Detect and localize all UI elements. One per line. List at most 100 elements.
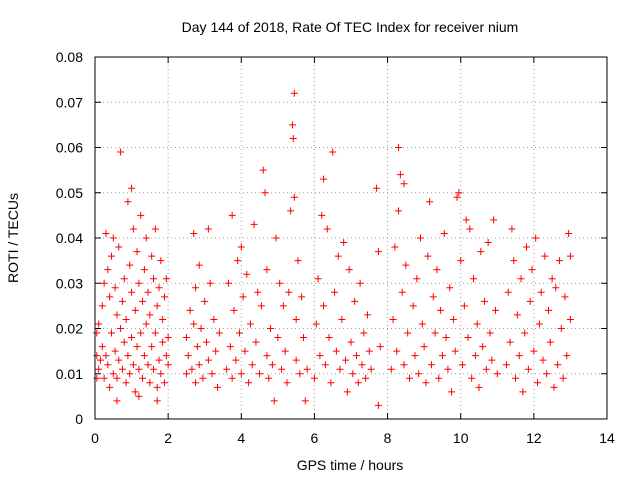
data-point bbox=[365, 347, 373, 355]
data-point bbox=[468, 374, 476, 382]
data-point bbox=[561, 293, 569, 301]
data-point bbox=[246, 320, 254, 328]
data-point bbox=[462, 216, 470, 224]
data-point bbox=[131, 306, 139, 314]
data-point bbox=[115, 243, 123, 251]
data-point bbox=[519, 388, 527, 396]
data-point bbox=[415, 370, 423, 378]
data-point bbox=[563, 352, 571, 360]
data-points bbox=[93, 89, 574, 409]
data-point bbox=[285, 288, 293, 296]
data-point bbox=[148, 252, 156, 260]
data-point bbox=[164, 334, 172, 342]
y-tick-label: 0.07 bbox=[56, 94, 83, 110]
data-point bbox=[539, 356, 547, 364]
data-point bbox=[418, 320, 426, 328]
data-point bbox=[131, 388, 139, 396]
data-point bbox=[118, 365, 126, 373]
data-point bbox=[453, 193, 461, 201]
data-point bbox=[96, 356, 104, 364]
data-point bbox=[480, 297, 488, 305]
data-point bbox=[349, 370, 357, 378]
data-point bbox=[192, 284, 200, 292]
data-point bbox=[342, 356, 350, 364]
data-point bbox=[98, 343, 106, 351]
data-point bbox=[426, 198, 434, 206]
data-point bbox=[290, 193, 298, 201]
data-point bbox=[95, 365, 103, 373]
data-point bbox=[104, 266, 112, 274]
data-point bbox=[263, 266, 271, 274]
data-point bbox=[248, 361, 256, 369]
data-point bbox=[449, 315, 457, 323]
data-point bbox=[122, 379, 130, 387]
data-point bbox=[117, 148, 125, 156]
data-point bbox=[374, 401, 382, 409]
data-point bbox=[120, 275, 128, 283]
data-point bbox=[109, 234, 117, 242]
data-point bbox=[162, 352, 170, 360]
y-axis-label: ROTI / TECUs bbox=[5, 193, 21, 283]
data-point bbox=[299, 334, 307, 342]
data-point bbox=[139, 374, 147, 382]
data-point bbox=[559, 374, 567, 382]
data-point bbox=[331, 288, 339, 296]
data-point bbox=[557, 325, 565, 332]
data-point bbox=[155, 284, 163, 292]
data-point bbox=[459, 361, 467, 369]
data-point bbox=[325, 334, 333, 342]
data-point bbox=[296, 370, 304, 378]
data-point bbox=[358, 361, 366, 369]
y-tick-label: 0 bbox=[75, 411, 83, 427]
y-tick-label: 0.06 bbox=[56, 140, 83, 156]
data-point bbox=[320, 175, 328, 183]
data-point bbox=[265, 374, 273, 382]
data-point bbox=[314, 275, 322, 283]
data-point bbox=[153, 302, 161, 310]
data-point bbox=[451, 347, 459, 355]
data-point bbox=[435, 374, 443, 382]
data-point bbox=[424, 252, 432, 260]
data-point bbox=[535, 320, 543, 328]
data-point bbox=[444, 365, 452, 373]
data-point bbox=[133, 343, 141, 351]
data-point bbox=[214, 383, 222, 391]
data-point bbox=[395, 207, 403, 215]
data-point bbox=[228, 374, 236, 382]
data-point bbox=[135, 365, 143, 373]
data-point bbox=[446, 284, 454, 292]
data-point bbox=[490, 216, 498, 224]
data-point bbox=[409, 302, 417, 310]
data-point bbox=[146, 379, 154, 387]
data-point bbox=[281, 347, 289, 355]
data-point bbox=[210, 315, 218, 323]
data-point bbox=[107, 329, 115, 337]
data-point bbox=[153, 397, 161, 405]
data-point bbox=[526, 297, 534, 305]
data-point bbox=[235, 329, 243, 337]
data-point bbox=[566, 315, 574, 323]
chart-title: Day 144 of 2018, Rate Of TEC Index for r… bbox=[182, 19, 519, 35]
data-point bbox=[537, 288, 545, 296]
data-point bbox=[544, 306, 552, 314]
data-point bbox=[102, 352, 110, 360]
data-point bbox=[530, 347, 538, 355]
data-point bbox=[404, 329, 412, 337]
data-point bbox=[491, 306, 499, 314]
data-point bbox=[250, 220, 258, 228]
data-point bbox=[230, 306, 238, 314]
data-point bbox=[195, 261, 203, 269]
x-tick-label: 4 bbox=[237, 430, 245, 446]
data-point bbox=[546, 338, 554, 346]
data-point bbox=[274, 334, 282, 342]
data-point bbox=[336, 365, 344, 373]
data-point bbox=[237, 243, 245, 251]
y-tick-label: 0.05 bbox=[56, 185, 83, 201]
data-point bbox=[534, 379, 542, 387]
data-point bbox=[493, 370, 501, 378]
data-point bbox=[566, 252, 574, 260]
data-point bbox=[515, 352, 523, 360]
data-point bbox=[128, 288, 136, 296]
